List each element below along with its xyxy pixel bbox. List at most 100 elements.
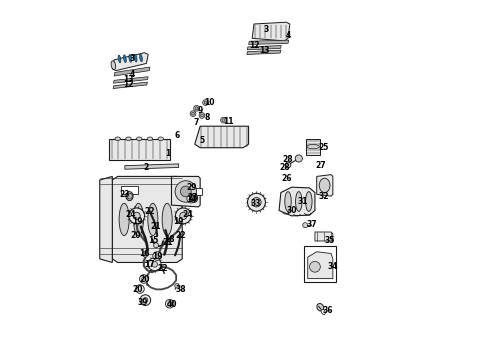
Text: 21: 21 — [163, 238, 173, 247]
Text: 28: 28 — [283, 155, 294, 164]
Ellipse shape — [111, 61, 116, 70]
Circle shape — [180, 186, 191, 197]
Text: 22: 22 — [175, 231, 186, 240]
Circle shape — [194, 105, 199, 111]
Text: 11: 11 — [223, 117, 234, 126]
Text: 10: 10 — [204, 98, 215, 107]
Text: 31: 31 — [297, 197, 308, 206]
Text: 22: 22 — [157, 264, 168, 273]
Ellipse shape — [140, 54, 143, 62]
Polygon shape — [279, 187, 315, 216]
Circle shape — [190, 111, 196, 117]
Text: 24: 24 — [182, 210, 193, 219]
Ellipse shape — [307, 144, 319, 149]
Text: 19: 19 — [132, 217, 143, 226]
Text: 23: 23 — [120, 190, 130, 199]
Text: 19: 19 — [173, 217, 184, 226]
Circle shape — [200, 114, 203, 117]
Polygon shape — [247, 45, 281, 50]
Text: 12: 12 — [123, 81, 134, 90]
Circle shape — [155, 254, 159, 258]
Circle shape — [152, 261, 157, 267]
Polygon shape — [304, 246, 337, 282]
Text: 34: 34 — [328, 262, 338, 271]
Polygon shape — [248, 40, 289, 44]
Circle shape — [175, 181, 196, 202]
Circle shape — [166, 300, 174, 308]
Text: 25: 25 — [318, 143, 329, 152]
Circle shape — [303, 223, 308, 228]
Circle shape — [143, 251, 148, 257]
Circle shape — [140, 295, 151, 306]
Text: 33: 33 — [250, 199, 261, 208]
Polygon shape — [247, 50, 281, 54]
Polygon shape — [100, 176, 112, 262]
Text: 3: 3 — [264, 25, 269, 34]
Circle shape — [126, 193, 132, 199]
Circle shape — [144, 253, 147, 256]
Circle shape — [285, 162, 291, 168]
Ellipse shape — [119, 203, 129, 235]
Ellipse shape — [133, 203, 144, 235]
Ellipse shape — [158, 137, 164, 140]
Circle shape — [180, 212, 187, 220]
Text: 20: 20 — [130, 231, 141, 240]
Ellipse shape — [191, 193, 197, 202]
Text: 14: 14 — [186, 195, 196, 204]
Text: 4: 4 — [285, 31, 291, 40]
Text: 7: 7 — [194, 118, 199, 127]
Polygon shape — [317, 175, 333, 196]
Text: 3: 3 — [129, 54, 135, 63]
Text: 13: 13 — [123, 75, 134, 84]
Text: 15: 15 — [148, 237, 159, 246]
Circle shape — [143, 298, 148, 303]
Text: 30: 30 — [286, 206, 297, 215]
Ellipse shape — [321, 309, 325, 315]
Text: 9: 9 — [197, 105, 203, 114]
Circle shape — [168, 302, 172, 306]
Ellipse shape — [115, 137, 121, 140]
Ellipse shape — [295, 192, 302, 211]
Polygon shape — [114, 67, 150, 76]
Circle shape — [220, 117, 226, 123]
Circle shape — [295, 155, 302, 162]
Text: 18: 18 — [164, 235, 175, 244]
Text: 24: 24 — [125, 210, 136, 219]
Polygon shape — [125, 164, 179, 169]
Ellipse shape — [147, 137, 153, 140]
Ellipse shape — [310, 261, 320, 272]
Circle shape — [252, 198, 261, 207]
Ellipse shape — [148, 203, 158, 235]
Text: 22: 22 — [145, 207, 155, 216]
Ellipse shape — [306, 192, 312, 211]
Ellipse shape — [126, 137, 131, 140]
Text: 28: 28 — [279, 163, 290, 172]
Circle shape — [153, 243, 159, 248]
Polygon shape — [109, 139, 170, 160]
Text: 5: 5 — [199, 136, 204, 145]
Circle shape — [175, 284, 179, 288]
Text: 37: 37 — [306, 220, 317, 229]
Text: 20: 20 — [139, 275, 150, 284]
Circle shape — [192, 112, 195, 115]
Polygon shape — [315, 232, 333, 241]
Ellipse shape — [126, 192, 133, 201]
Polygon shape — [113, 82, 147, 89]
Ellipse shape — [317, 303, 324, 311]
Text: 20: 20 — [132, 285, 143, 294]
Text: 17: 17 — [145, 260, 155, 269]
Ellipse shape — [129, 54, 132, 62]
Bar — [186, 188, 202, 195]
Circle shape — [153, 252, 161, 260]
Text: 8: 8 — [205, 113, 210, 122]
Text: 12: 12 — [249, 41, 259, 50]
Text: 40: 40 — [166, 300, 177, 309]
Ellipse shape — [285, 192, 291, 211]
Text: 32: 32 — [318, 192, 329, 201]
Polygon shape — [113, 77, 148, 83]
Text: 16: 16 — [139, 249, 150, 258]
Text: 1: 1 — [165, 149, 171, 158]
Ellipse shape — [118, 55, 121, 63]
Polygon shape — [306, 139, 320, 155]
Polygon shape — [252, 22, 290, 41]
